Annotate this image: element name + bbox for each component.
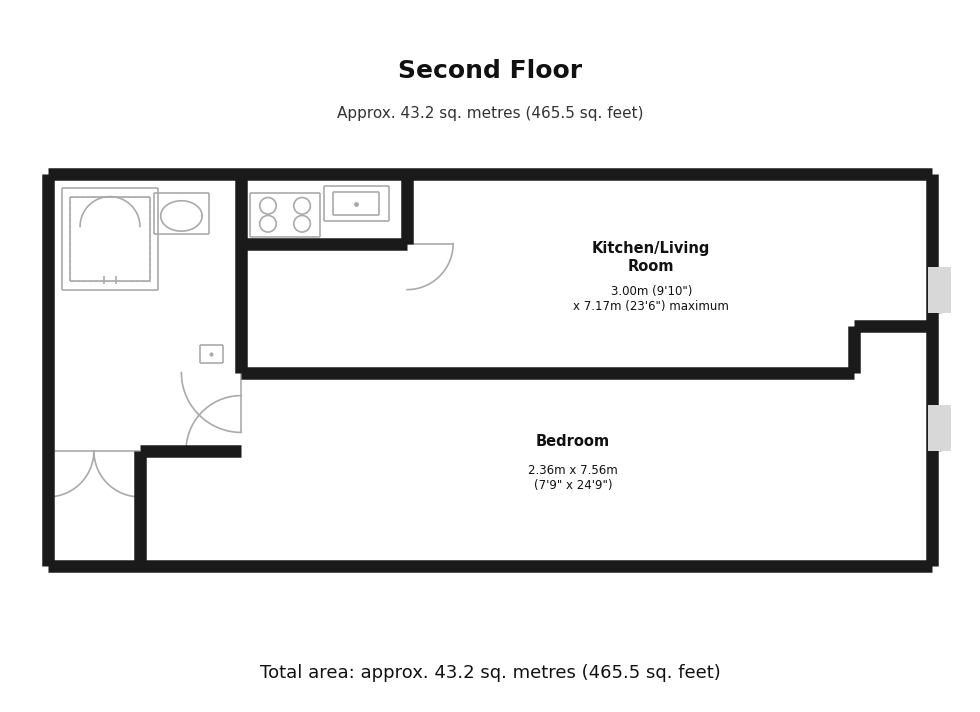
Text: Total area: approx. 43.2 sq. metres (465.5 sq. feet): Total area: approx. 43.2 sq. metres (465… [260, 664, 720, 682]
Text: Approx. 43.2 sq. metres (465.5 sq. feet): Approx. 43.2 sq. metres (465.5 sq. feet) [337, 106, 643, 122]
Bar [927, 266, 951, 313]
Text: 3.00m (9'10")
x 7.17m (23'6") maximum: 3.00m (9'10") x 7.17m (23'6") maximum [573, 285, 729, 313]
Text: Second Floor: Second Floor [398, 59, 582, 83]
Bar [927, 405, 951, 451]
Text: 2.36m x 7.56m
(7'9" x 24'9"): 2.36m x 7.56m (7'9" x 24'9") [528, 464, 617, 493]
Text: Bedroom: Bedroom [536, 434, 610, 449]
Bar [70, 197, 150, 281]
Text: Kitchen/Living
Room: Kitchen/Living Room [592, 241, 710, 273]
